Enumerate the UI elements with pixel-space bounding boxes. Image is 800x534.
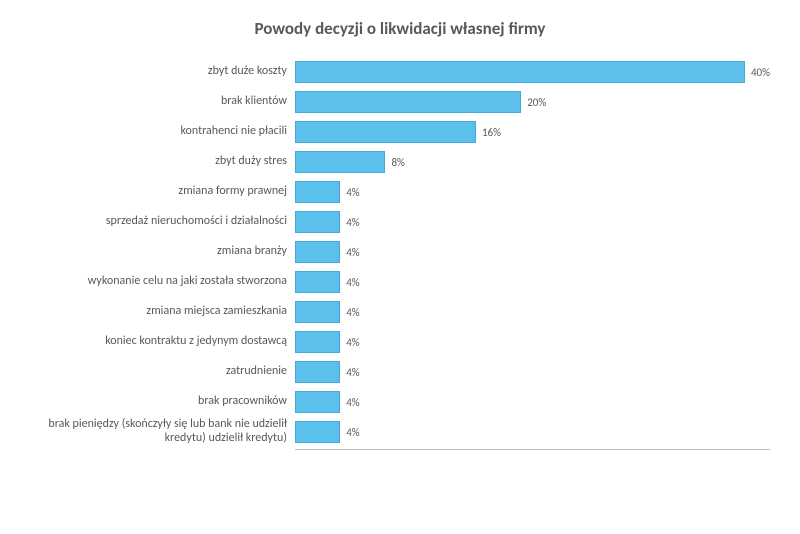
bar-track: 4% — [295, 359, 770, 385]
bar-track: 4% — [295, 329, 770, 355]
bar-label: wykonanie celu na jaki została stworzona — [30, 275, 295, 289]
bar — [295, 331, 340, 353]
bar-value: 4% — [346, 186, 359, 199]
bar-value: 4% — [346, 366, 359, 379]
bar-track: 8% — [295, 149, 770, 175]
bar — [295, 211, 340, 233]
bar-track: 4% — [295, 419, 770, 445]
bar-value: 4% — [346, 276, 359, 289]
bar-track: 4% — [295, 179, 770, 205]
bar-label: zatrudnienie — [30, 365, 295, 379]
bar-track: 4% — [295, 389, 770, 415]
bar-label: koniec kontraktu z jedynym dostawcą — [30, 335, 295, 349]
bar-row: brak pieniędzy (skończyły się lub bank n… — [30, 419, 770, 445]
bar-label: zbyt duże koszty — [30, 65, 295, 79]
bar-track: 4% — [295, 209, 770, 235]
bar-label: kontrahenci nie płacili — [30, 125, 295, 139]
bar-chart: zbyt duże koszty 40% brak klientów 20% kontr… — [30, 59, 770, 450]
bar — [295, 391, 340, 413]
bar-row: wykonanie celu na jaki została stworzona… — [30, 269, 770, 295]
bar-value: 16% — [482, 126, 501, 139]
bar-value: 4% — [346, 216, 359, 229]
bar-row: zmiana formy prawnej 4% — [30, 179, 770, 205]
bar — [295, 361, 340, 383]
bar-value: 20% — [527, 96, 546, 109]
bar-row: zatrudnienie 4% — [30, 359, 770, 385]
bar-value: 8% — [391, 156, 404, 169]
bar-row: zbyt duży stres 8% — [30, 149, 770, 175]
bar-track: 16% — [295, 119, 770, 145]
bar-value: 4% — [346, 336, 359, 349]
bar-track: 20% — [295, 89, 770, 115]
bar — [295, 301, 340, 323]
bar-track: 4% — [295, 299, 770, 325]
bar-value: 4% — [346, 426, 359, 439]
bar-label: zmiana formy prawnej — [30, 185, 295, 199]
bar — [295, 91, 521, 113]
bar — [295, 121, 476, 143]
bar — [295, 181, 340, 203]
bar-track: 4% — [295, 239, 770, 265]
bar-row: zmiana miejsca zamieszkania 4% — [30, 299, 770, 325]
bar-row: zmiana branży 4% — [30, 239, 770, 265]
x-axis — [295, 449, 770, 450]
bar — [295, 61, 745, 83]
bar-label: brak klientów — [30, 95, 295, 109]
bar-label: zmiana miejsca zamieszkania — [30, 305, 295, 319]
bar-row: kontrahenci nie płacili 16% — [30, 119, 770, 145]
bar-row: brak klientów 20% — [30, 89, 770, 115]
bar-value: 40% — [751, 66, 770, 79]
bar-value: 4% — [346, 246, 359, 259]
bar-label: zbyt duży stres — [30, 155, 295, 169]
bar — [295, 271, 340, 293]
bar-label: zmiana branży — [30, 245, 295, 259]
bar-track: 4% — [295, 269, 770, 295]
bar — [295, 151, 385, 173]
bar-label: sprzedaż nieruchomości i działalności — [30, 215, 295, 229]
bar-track: 40% — [295, 59, 770, 85]
bar-value: 4% — [346, 396, 359, 409]
chart-title: Powody decyzji o likwidacji własnej firm… — [30, 18, 770, 39]
bar-row: zbyt duże koszty 40% — [30, 59, 770, 85]
bar-value: 4% — [346, 306, 359, 319]
bar — [295, 421, 340, 443]
bar-row: brak pracowników 4% — [30, 389, 770, 415]
bar-label: brak pieniędzy (skończyły się lub bank n… — [30, 418, 295, 446]
bar-label: brak pracowników — [30, 395, 295, 409]
bar-row: koniec kontraktu z jedynym dostawcą 4% — [30, 329, 770, 355]
bar — [295, 241, 340, 263]
bar-row: sprzedaż nieruchomości i działalności 4% — [30, 209, 770, 235]
